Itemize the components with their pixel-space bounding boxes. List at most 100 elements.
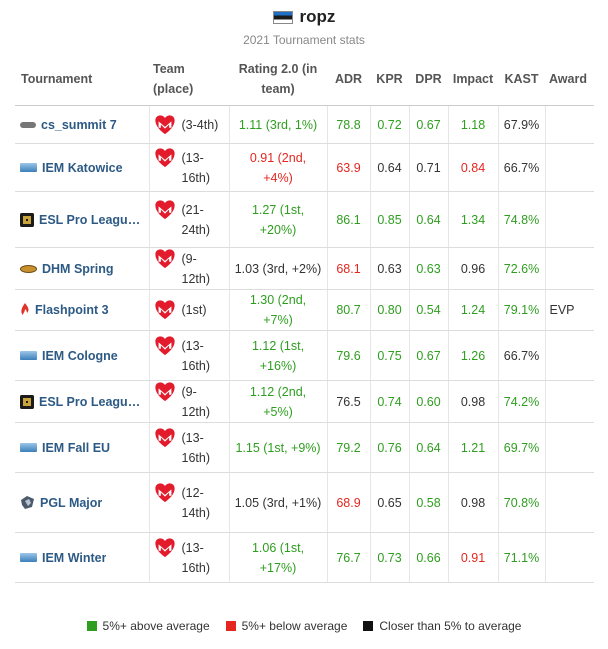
col-header-rating[interactable]: Rating 2.0 (in team) [229,52,327,106]
cell-kpr: 0.74 [370,380,410,423]
cell-kast: 72.6% [498,247,546,290]
col-header-team[interactable]: Team (place) [149,52,229,106]
legend-item-below: 5%+ below average [225,619,347,633]
iem-tournament-icon [20,163,37,172]
cell-tournament: IEM Cologne [15,330,150,381]
cell-kpr: 0.72 [370,105,410,144]
pgl-tournament-icon [20,495,35,510]
cell-kast: 74.2% [498,380,546,423]
tournament-link[interactable]: PGL Major [20,493,145,513]
table-row: IEM Katowice (13-16th) 0.91 (2nd, +4%) 6… [15,143,594,192]
team-place: (1st) [181,303,207,317]
cell-team: (1st) [149,289,230,331]
cell-adr: 76.5 [327,380,371,423]
team-place: (13-16th) [181,339,211,373]
tournament-link[interactable]: IEM Winter [20,548,145,568]
stats-table: Tournament Team (place) Rating 2.0 (in t… [15,52,594,583]
cell-dpr: 0.64 [409,191,449,248]
tournament-name: IEM Cologne [42,348,118,363]
table-row: DHM Spring (9-12th) 1.03 (3rd, +2%) 68.1… [15,247,594,290]
cell-team: (13-16th) [149,422,230,473]
cell-tournament: DHM Spring [15,247,150,290]
cell-rating: 1.12 (2nd, +5%) [229,380,328,423]
cell-kpr: 0.80 [370,289,410,331]
tournament-link[interactable]: IEM Cologne [20,346,145,366]
cell-award [545,330,594,381]
cell-rating: 1.30 (2nd, +7%) [229,289,328,331]
team-place: (9-12th) [181,385,211,419]
mouz-logo-icon[interactable] [154,299,176,321]
tournament-link[interactable]: ESL Pro League S... [20,210,145,230]
cell-rating: 0.91 (2nd, +4%) [229,143,328,192]
cell-kast: 69.7% [498,422,546,473]
cell-dpr: 0.63 [409,247,449,290]
cell-adr: 79.2 [327,422,371,473]
mouz-logo-icon[interactable] [154,427,176,449]
col-header-award[interactable]: Award [545,52,594,106]
summit-tournament-icon [20,121,36,128]
mouz-logo-icon[interactable] [154,199,176,221]
tournament-link[interactable]: IEM Fall EU [20,438,145,458]
cell-kast: 74.8% [498,191,546,248]
team-place: (13-16th) [181,151,211,185]
cell-kpr: 0.63 [370,247,410,290]
cell-award: EVP [545,289,594,331]
table-row: IEM Winter (13-16th) 1.06 (1st, +17%) 76… [15,532,594,583]
cell-tournament: IEM Fall EU [15,422,150,473]
tournament-link[interactable]: cs_summit 7 [20,115,145,135]
cell-award [545,472,594,533]
table-row: PGL Major (12-14th) 1.05 (3rd, +1%) 68.9… [15,472,594,533]
iem-tournament-icon [20,443,37,452]
col-header-impact[interactable]: Impact [448,52,498,106]
cell-dpr: 0.67 [409,105,449,144]
subtitle: 2021 Tournament stats [243,33,365,47]
cell-adr: 78.8 [327,105,371,144]
col-header-kpr[interactable]: KPR [370,52,409,106]
cell-kast: 66.7% [498,330,546,381]
cell-dpr: 0.66 [409,532,449,583]
mouz-logo-icon[interactable] [154,147,176,169]
tournament-link[interactable]: IEM Katowice [20,158,145,178]
cell-rating: 1.05 (3rd, +1%) [229,472,328,533]
tournament-name: DHM Spring [42,261,114,276]
cell-impact: 1.21 [448,422,499,473]
table-row: IEM Cologne (13-16th) 1.12 (1st, +16%) 7… [15,330,594,381]
tournament-name: IEM Fall EU [42,440,111,455]
cell-team: (21-24th) [149,191,230,248]
team-place: (21-24th) [181,203,211,237]
cell-award [545,143,594,192]
cell-dpr: 0.60 [409,380,449,423]
tournament-link[interactable]: ESL Pro League S... [20,392,145,412]
estonia-flag-icon [272,10,293,24]
table-row: cs_summit 7 (3-4th) 1.11 (3rd, 1%) 78.8 … [15,105,594,144]
legend-swatch-black [363,621,374,631]
cell-impact: 1.34 [448,191,499,248]
cell-dpr: 0.54 [409,289,449,331]
esl-tournament-icon [20,394,34,409]
cell-tournament: PGL Major [15,472,150,533]
color-legend: 5%+ above average 5%+ below average Clos… [0,619,608,633]
table-row: ESL Pro League S... (9-12th) 1.12 (2nd, … [15,380,594,423]
col-header-tournament[interactable]: Tournament [15,52,149,106]
table-body: cs_summit 7 (3-4th) 1.11 (3rd, 1%) 78.8 … [15,105,594,583]
cell-kast: 66.7% [498,143,546,192]
col-header-adr[interactable]: ADR [327,52,370,106]
cell-award [545,105,594,144]
cell-team: (9-12th) [149,380,230,423]
cell-award [545,380,594,423]
tournament-link[interactable]: Flashpoint 3 [20,300,145,320]
cell-adr: 76.7 [327,532,371,583]
mouz-logo-icon[interactable] [154,381,176,403]
mouz-logo-icon[interactable] [154,537,176,559]
cell-team: (12-14th) [149,472,230,533]
col-header-kast[interactable]: KAST [498,52,545,106]
cell-kast: 71.1% [498,532,546,583]
mouz-logo-icon[interactable] [154,482,176,504]
mouz-logo-icon[interactable] [154,114,176,136]
tournament-link[interactable]: DHM Spring [20,259,145,279]
mouz-logo-icon[interactable] [154,248,176,270]
player-name[interactable]: ropz [299,7,336,26]
col-header-dpr[interactable]: DPR [409,52,448,106]
cell-kpr: 0.73 [370,532,410,583]
mouz-logo-icon[interactable] [154,335,176,357]
